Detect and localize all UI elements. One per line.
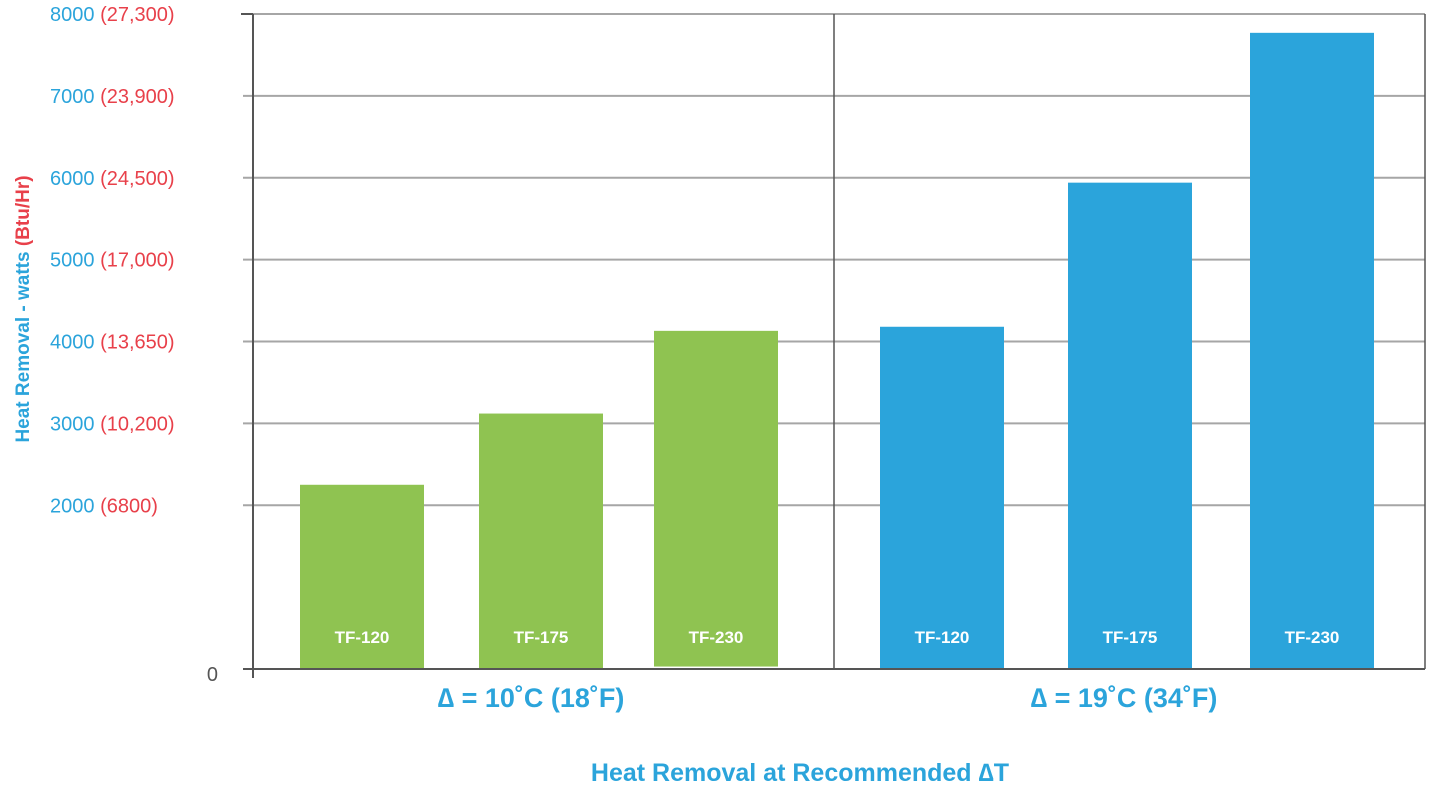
y-tick-labels: 0 2000 (6800) 3000 (10,200) 4000 (13,650) 50…: [50, 4, 218, 686]
group-labels: ∆ = 10˚C (18˚F) ∆ = 19˚C (34˚F): [438, 683, 1218, 713]
y-axis-title: Heat Removal - watts (Btu/Hr): [13, 175, 34, 442]
bar-dt19-tf-230: [1250, 32, 1374, 670]
y-tick-5000: 5000 (17,000): [50, 250, 175, 272]
bar-dt19-tf-175: [1068, 182, 1192, 669]
y-tick-4000: 4000 (13,650): [50, 332, 175, 354]
y-tick-0: 0: [207, 664, 218, 686]
bar-dt19-tf-120: [880, 326, 1004, 669]
axes: [241, 13, 1426, 678]
bar-label-tf-175: TF-175: [514, 628, 569, 647]
group-label-dt19: ∆ = 19˚C (34˚F): [1031, 683, 1218, 713]
bar-label-tf-175: TF-175: [1103, 628, 1158, 647]
bar-dt10-tf-120: [300, 484, 424, 669]
y-tick-3000: 3000 (10,200): [50, 413, 175, 435]
y-tick-8000: 8000 (27,300): [50, 4, 175, 26]
bar-label-tf-230: TF-230: [689, 628, 744, 647]
group-label-dt10: ∆ = 10˚C (18˚F): [438, 683, 625, 713]
x-axis-title: Heat Removal at Recommended ∆T: [591, 759, 1009, 787]
bars: TF-120 TF-175 TF-230 TF-120 TF-175 TF-230: [300, 32, 1374, 670]
bar-dt10-tf-175: [479, 413, 603, 669]
bar-label-tf-120: TF-120: [915, 628, 970, 647]
bar-dt10-tf-230: [654, 330, 778, 667]
y-tick-6000: 6000 (24,500): [50, 168, 175, 190]
y-tick-2000: 2000 (6800): [50, 495, 158, 517]
bar-label-tf-230: TF-230: [1285, 628, 1340, 647]
y-tick-7000: 7000 (23,900): [50, 86, 175, 108]
bar-label-tf-120: TF-120: [335, 628, 390, 647]
